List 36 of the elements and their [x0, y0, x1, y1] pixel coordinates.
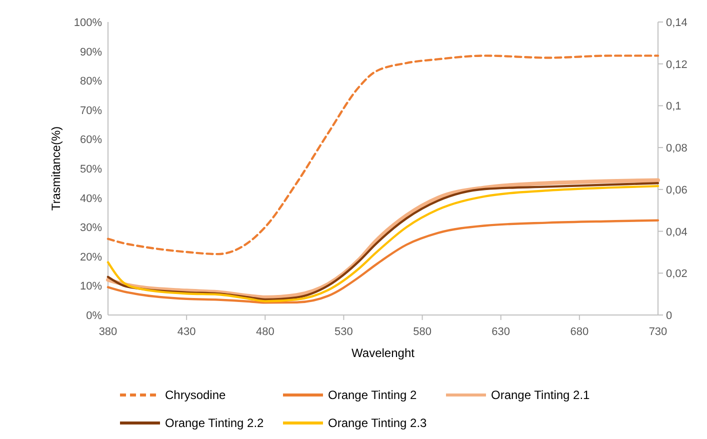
legend-label: Orange Tinting 2.1	[491, 388, 590, 402]
legend-label: Orange Tinting 2.3	[328, 416, 428, 430]
y-tick-label: 90%	[80, 46, 102, 58]
x-tick-label: 380	[98, 326, 118, 338]
x-tick-label: 430	[177, 326, 196, 338]
y-tick-label: 50%	[80, 164, 102, 176]
y-tick-label: 60%	[80, 134, 102, 146]
x-axis-title: Wavelenght	[352, 346, 416, 360]
x-tick-label: 730	[648, 326, 668, 338]
y2-tick-label: 0	[666, 310, 672, 322]
y-tick-label: 10%	[80, 280, 102, 293]
y-tick-label: 30%	[80, 222, 102, 234]
y2-tick-label: 0,08	[666, 142, 688, 155]
x-tick-label: 480	[256, 326, 274, 338]
line-series	[106, 219, 660, 304]
y2-tick-label: 0,14	[666, 17, 688, 29]
y-tick-label: 100%	[74, 17, 102, 29]
x-tick-label: 630	[492, 326, 510, 338]
legend-label: Orange Tinting 2.2	[165, 416, 264, 430]
y2-tick-label: 0,12	[666, 58, 688, 71]
legend-label: Chrysodine	[165, 388, 226, 402]
y2-tick-label: 0,02	[666, 268, 688, 280]
y-axis-title: Trasmitance(%)	[49, 126, 63, 211]
y2-tick-label: 0,1	[666, 100, 682, 113]
y-tick-label: 80%	[80, 76, 102, 88]
y2-tick-label: 0,06	[666, 184, 688, 196]
y-tick-label: 0%	[86, 310, 102, 322]
x-tick-label: 680	[570, 326, 589, 338]
y-tick-label: 20%	[80, 251, 102, 264]
x-tick-label: 530	[334, 326, 353, 338]
x-tick-label: 580	[413, 326, 432, 338]
y-tick-label: 40%	[80, 192, 102, 205]
legend-label: Orange Tinting 2	[328, 388, 418, 402]
y2-tick-label: 0,04	[666, 226, 688, 238]
line-series	[106, 54, 660, 256]
y-tick-label: 70%	[80, 104, 102, 117]
